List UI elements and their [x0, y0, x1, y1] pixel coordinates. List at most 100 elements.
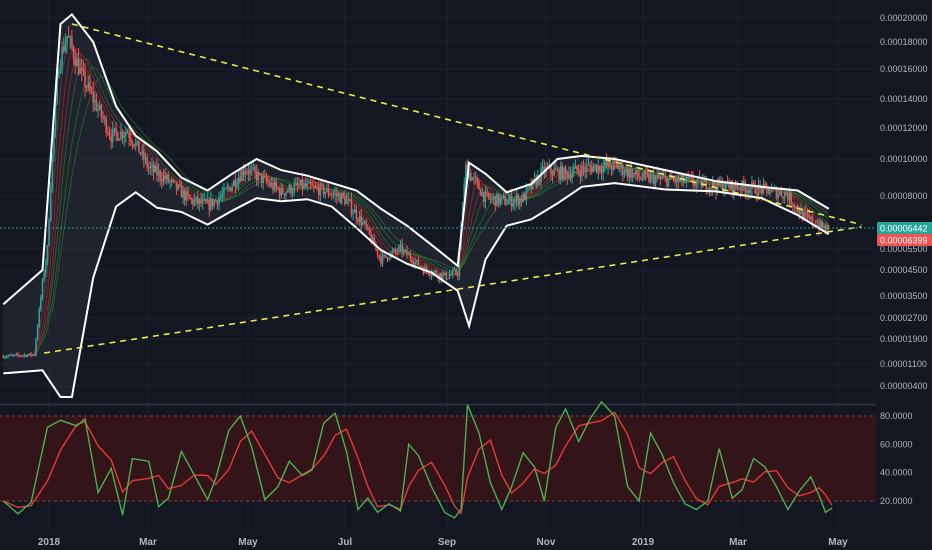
upper-trendline[interactable] [71, 23, 862, 226]
candle-body [95, 100, 98, 111]
candle-body [478, 181, 480, 190]
candle-body [507, 200, 510, 205]
candle-body [494, 196, 497, 207]
candle-body [808, 215, 810, 219]
candle-body [115, 128, 117, 133]
candle-body [339, 194, 341, 204]
candle-body [523, 193, 526, 201]
candle-body [152, 164, 155, 173]
candle-body [247, 171, 250, 174]
candle-body [30, 353, 32, 356]
candle-body [214, 199, 217, 201]
candle-body [128, 132, 130, 138]
candle-body [568, 174, 570, 179]
candle-body [272, 183, 274, 190]
candle-body [187, 191, 189, 196]
candle-body [20, 355, 23, 357]
candle-body [425, 267, 428, 271]
candle-body [447, 278, 449, 280]
candle-body [92, 91, 94, 103]
candle-body [481, 191, 484, 196]
candle-body [353, 209, 356, 213]
candle-body [576, 165, 578, 171]
candle-body [448, 274, 451, 279]
candle-body [252, 167, 255, 169]
candle-body [286, 191, 289, 193]
candle-body [695, 181, 698, 186]
candle-body [767, 188, 770, 195]
candle-body [788, 192, 791, 201]
candle-body [76, 58, 78, 66]
candle-body [667, 178, 670, 186]
candle-body [22, 355, 24, 357]
candle-body [380, 256, 382, 264]
candle-body [43, 272, 45, 281]
candle-body [561, 166, 564, 180]
candle-body [538, 175, 541, 183]
candle-body [349, 199, 351, 201]
candle-body [657, 174, 660, 178]
lower-trendline[interactable] [44, 225, 862, 354]
candle-body [501, 195, 503, 199]
candle-body [332, 194, 335, 196]
candle-body [54, 102, 57, 130]
candle-body [366, 226, 369, 228]
candle-body [474, 177, 477, 179]
candle-body [412, 262, 415, 265]
candle-body [35, 339, 37, 356]
candle-body [451, 270, 454, 275]
time-tick-label: Jul [338, 537, 353, 548]
candle-body [687, 176, 689, 179]
candle-body [12, 355, 14, 357]
candle-body [185, 191, 188, 201]
price-axis[interactable] [876, 0, 932, 550]
candle-body [754, 183, 757, 194]
candle-body [703, 179, 706, 182]
candle-body [208, 199, 211, 210]
candle-body [533, 178, 536, 180]
secondary-price-badge [877, 234, 932, 246]
candle-body [246, 171, 248, 173]
candle-body [49, 189, 52, 221]
candle-body [430, 274, 433, 276]
time-axis[interactable] [0, 530, 932, 550]
candle-body [600, 170, 603, 173]
candle-body [313, 185, 315, 187]
candle-body [298, 185, 300, 187]
candle-body [196, 196, 199, 204]
candle-body [492, 196, 495, 198]
candle-body [631, 173, 634, 179]
candle-body [476, 178, 479, 182]
candle-body [94, 100, 96, 103]
candle-body [360, 215, 363, 226]
candle-body [530, 184, 533, 189]
price-tick-label: 0.00002700 [880, 313, 928, 323]
candle-body [285, 192, 287, 196]
candle-body [463, 184, 466, 210]
candle-body [98, 105, 101, 109]
candle-body [250, 168, 253, 170]
candle-body [147, 167, 150, 169]
candle-body [53, 129, 55, 155]
candle-body [528, 184, 531, 188]
candle-body [586, 165, 588, 172]
price-tick-label: 0.00000400 [880, 381, 928, 391]
candle-body [553, 169, 555, 176]
candle-body [31, 354, 34, 356]
candle-body [625, 168, 627, 174]
candle-body [769, 192, 771, 195]
candle-body [541, 166, 544, 169]
candle-body [649, 175, 652, 182]
candle-body [651, 174, 654, 176]
candle-body [504, 195, 506, 205]
candle-body [116, 132, 119, 141]
candle-body [84, 71, 86, 88]
secondary-price-label: 0.00006399 [880, 236, 928, 246]
candle-body [662, 175, 665, 177]
candle-body [327, 188, 330, 195]
candle-body [752, 182, 755, 184]
candle-body [321, 183, 323, 185]
candle-body [608, 160, 611, 168]
candle-body [10, 354, 13, 356]
